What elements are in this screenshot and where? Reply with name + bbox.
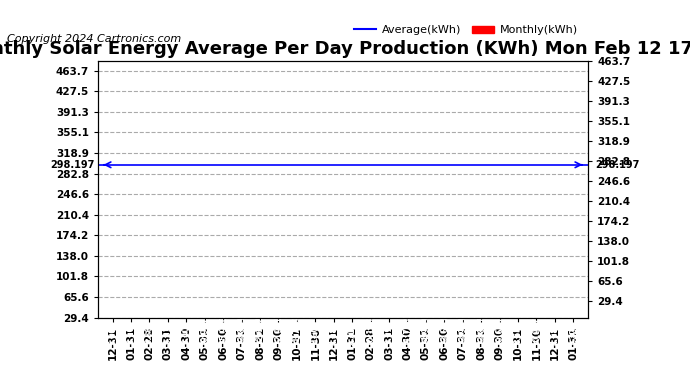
Legend: Average(kWh), Monthly(kWh): Average(kWh), Monthly(kWh) — [349, 21, 582, 40]
Bar — [308, 329, 322, 334]
Bar — [345, 333, 359, 334]
Bar — [419, 326, 433, 334]
Text: 298.197: 298.197 — [595, 160, 640, 170]
Bar — [216, 325, 230, 334]
Text: 13.847: 13.847 — [477, 316, 486, 345]
Text: 11.718: 11.718 — [403, 316, 412, 346]
Text: 11.786: 11.786 — [293, 316, 302, 346]
Text: 2.719: 2.719 — [348, 321, 357, 345]
Text: 298.197: 298.197 — [50, 160, 95, 170]
Text: 12.612: 12.612 — [255, 316, 264, 345]
Text: 9.297: 9.297 — [384, 320, 393, 344]
Text: 4.583: 4.583 — [551, 321, 560, 345]
Text: 4.483: 4.483 — [329, 321, 338, 345]
Text: 10.665: 10.665 — [495, 317, 504, 346]
Bar — [456, 326, 470, 334]
Text: 14.959: 14.959 — [422, 315, 431, 345]
Bar — [493, 328, 506, 334]
Text: 15.956: 15.956 — [219, 315, 228, 344]
Bar — [548, 332, 562, 334]
Bar — [106, 332, 119, 334]
Text: 13.613: 13.613 — [440, 316, 449, 345]
Bar — [143, 330, 157, 334]
Text: 8.606: 8.606 — [311, 320, 320, 344]
Text: 12.921: 12.921 — [274, 316, 283, 345]
Bar — [124, 330, 138, 334]
Text: 13.923: 13.923 — [458, 316, 467, 345]
Text: Copyright 2024 Cartronics.com: Copyright 2024 Cartronics.com — [7, 34, 181, 44]
Bar — [198, 328, 212, 334]
Bar — [529, 328, 544, 334]
Bar — [290, 328, 304, 334]
Bar — [437, 327, 451, 334]
Bar — [179, 330, 193, 334]
Text: 8.401: 8.401 — [182, 320, 191, 344]
Bar — [382, 329, 396, 334]
Bar — [272, 327, 286, 334]
Text: 5.004: 5.004 — [108, 321, 117, 345]
Text: 13.843: 13.843 — [237, 316, 246, 345]
Bar — [327, 332, 341, 334]
Text: 10.947: 10.947 — [532, 316, 541, 346]
Bar — [161, 329, 175, 334]
Bar — [511, 330, 525, 334]
Bar — [401, 328, 415, 334]
Text: 8.100: 8.100 — [126, 320, 135, 344]
Text: 10.116: 10.116 — [366, 317, 375, 346]
Title: Monthly Solar Energy Average Per Day Production (KWh) Mon Feb 12 17:21: Monthly Solar Energy Average Per Day Pro… — [0, 40, 690, 58]
Text: 8.361: 8.361 — [145, 320, 154, 344]
Bar — [364, 328, 377, 334]
Bar — [253, 327, 267, 334]
Text: 10.991: 10.991 — [200, 316, 209, 346]
Text: 1.222: 1.222 — [569, 322, 578, 346]
Text: 9.810: 9.810 — [164, 320, 172, 344]
Bar — [235, 327, 248, 334]
Text: 8.546: 8.546 — [513, 320, 522, 344]
Bar — [474, 327, 488, 334]
